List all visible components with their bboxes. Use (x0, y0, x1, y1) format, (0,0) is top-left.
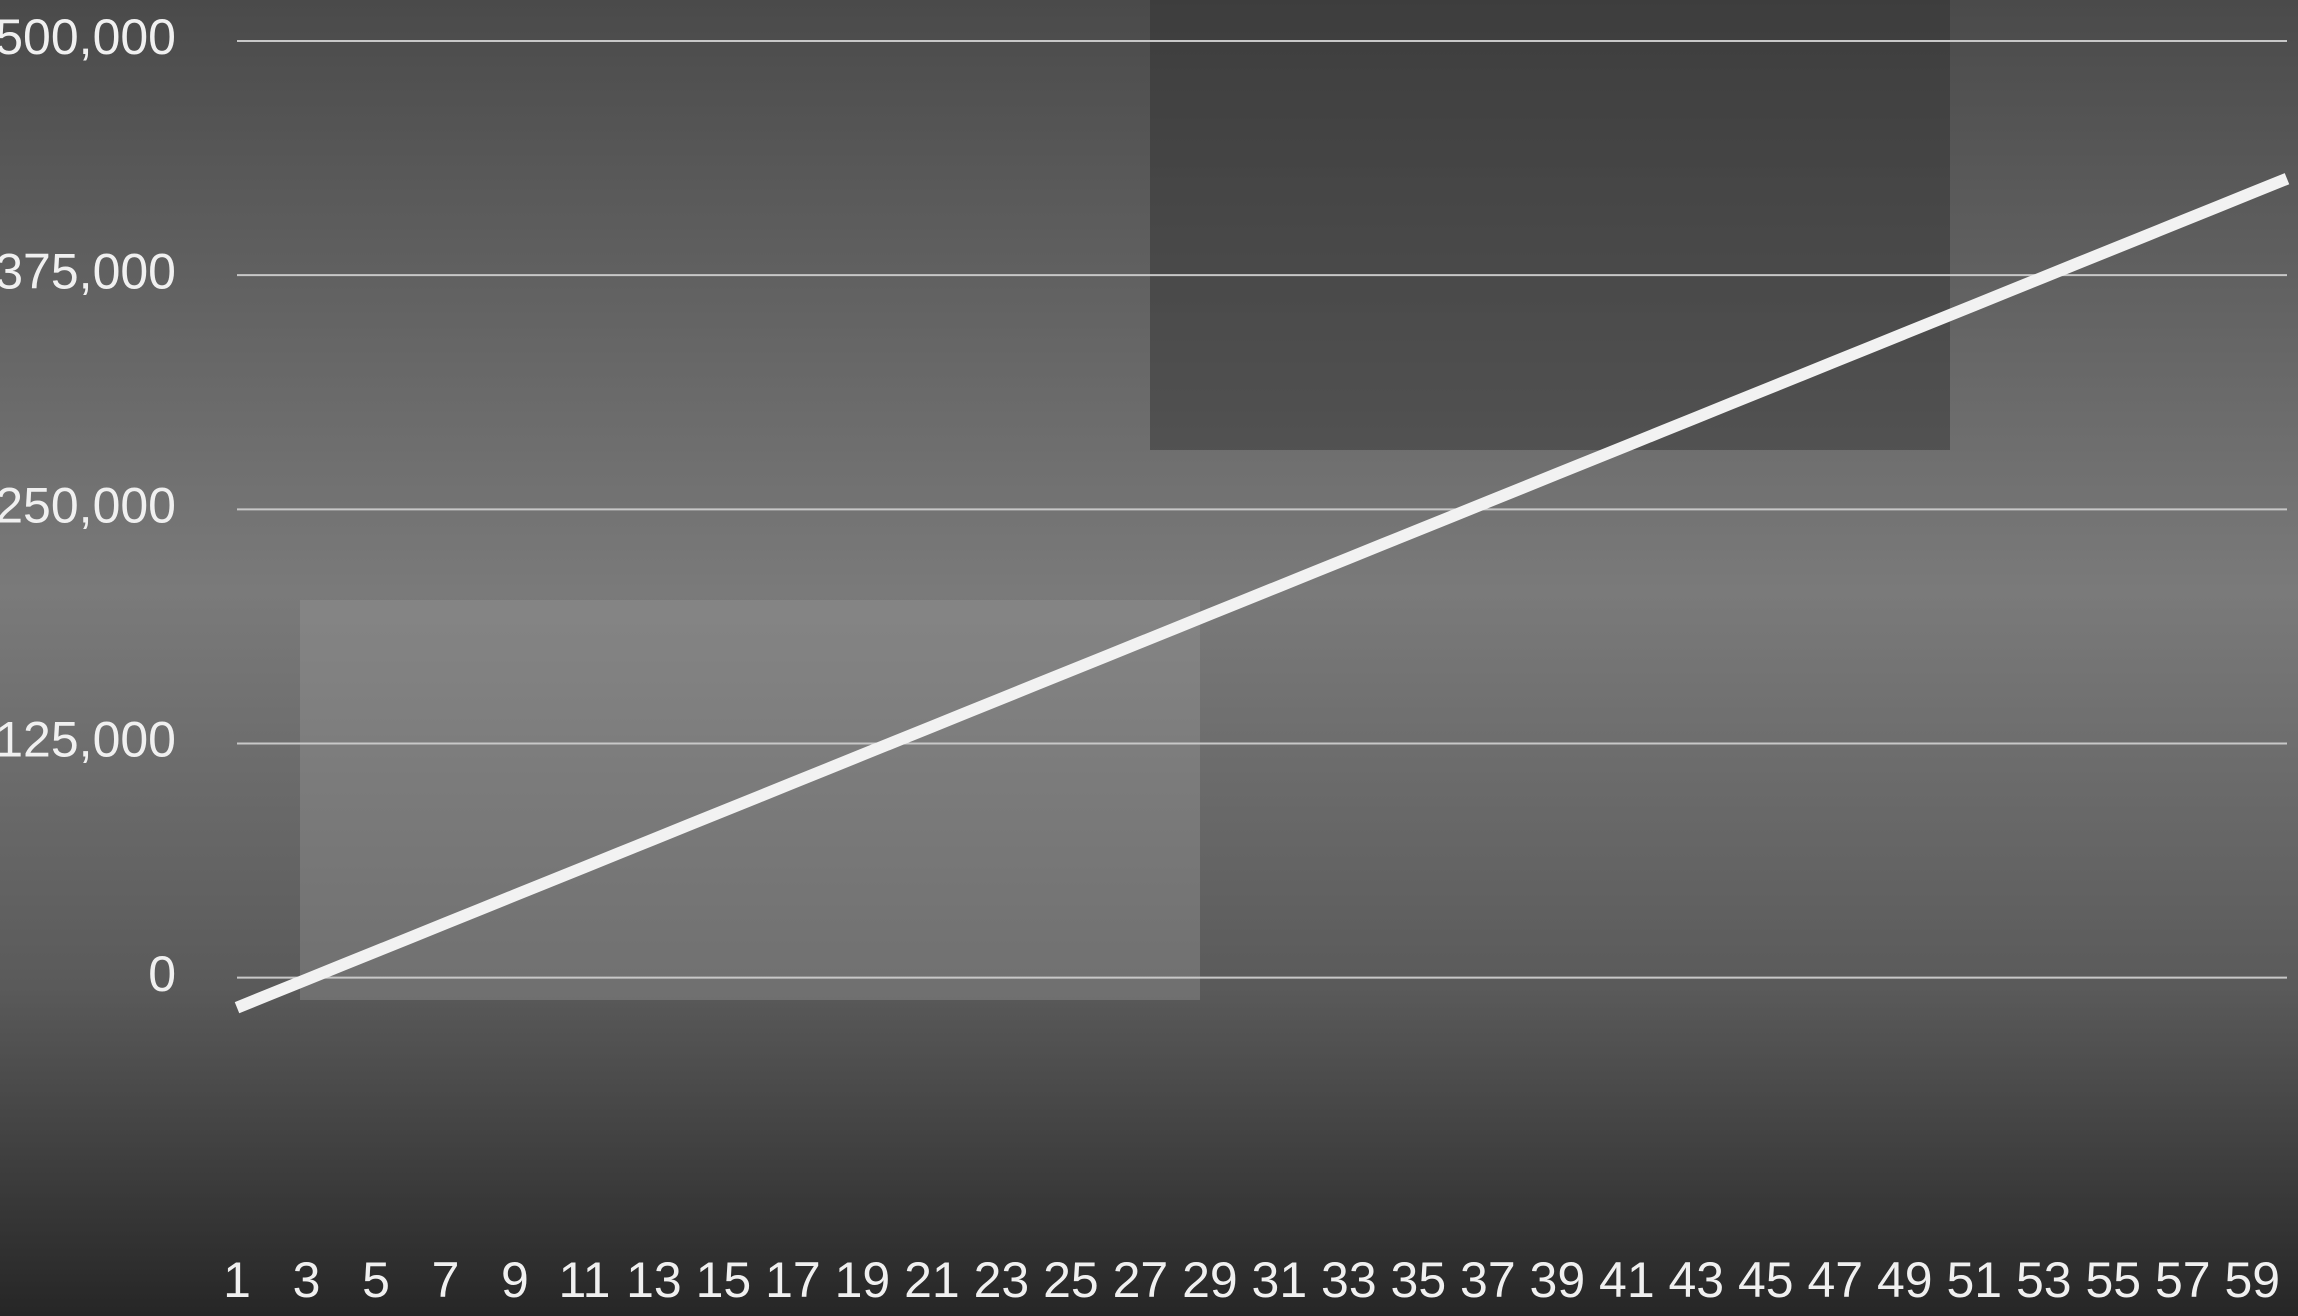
y-tick-label: 0 (148, 946, 176, 1002)
x-tick-label: 45 (1738, 1252, 1794, 1308)
x-tick-label: 57 (2155, 1252, 2211, 1308)
background-shape (1150, 0, 1950, 450)
x-tick-label: 39 (1530, 1252, 1586, 1308)
x-tick-label: 35 (1391, 1252, 1447, 1308)
x-tick-label: 43 (1669, 1252, 1725, 1308)
x-tick-label: 59 (2224, 1252, 2280, 1308)
x-tick-label: 47 (1807, 1252, 1863, 1308)
x-tick-label: 7 (432, 1252, 460, 1308)
x-tick-label: 17 (765, 1252, 821, 1308)
x-tick-label: 27 (1113, 1252, 1169, 1308)
x-tick-label: 11 (559, 1252, 611, 1308)
x-tick-label: 31 (1252, 1252, 1308, 1308)
x-tick-label: 23 (974, 1252, 1030, 1308)
x-tick-label: 51 (1946, 1252, 2002, 1308)
data-line (234, 173, 2290, 1014)
x-tick-label: 53 (2016, 1252, 2072, 1308)
x-tick-label: 5 (362, 1252, 390, 1308)
y-tick-label: 375,000 (0, 243, 176, 299)
x-tick-label: 3 (293, 1252, 321, 1308)
x-tick-label: 21 (904, 1252, 960, 1308)
y-tick-label: 125,000 (0, 712, 176, 768)
y-tick-label: 250,000 (0, 478, 176, 534)
x-tick-label: 37 (1460, 1252, 1516, 1308)
y-tick-label: 500,000 (0, 9, 176, 65)
x-tick-label: 41 (1599, 1252, 1655, 1308)
x-tick-label: 15 (696, 1252, 752, 1308)
x-tick-label: 1 (223, 1252, 251, 1308)
x-tick-label: 25 (1043, 1252, 1099, 1308)
x-tick-label: 33 (1321, 1252, 1377, 1308)
x-tick-label: 19 (835, 1252, 891, 1308)
x-tick-label: 13 (626, 1252, 682, 1308)
x-tick-label: 55 (2085, 1252, 2141, 1308)
x-tick-label: 29 (1182, 1252, 1238, 1308)
x-tick-label: 49 (1877, 1252, 1933, 1308)
x-tick-label: 9 (501, 1252, 529, 1308)
